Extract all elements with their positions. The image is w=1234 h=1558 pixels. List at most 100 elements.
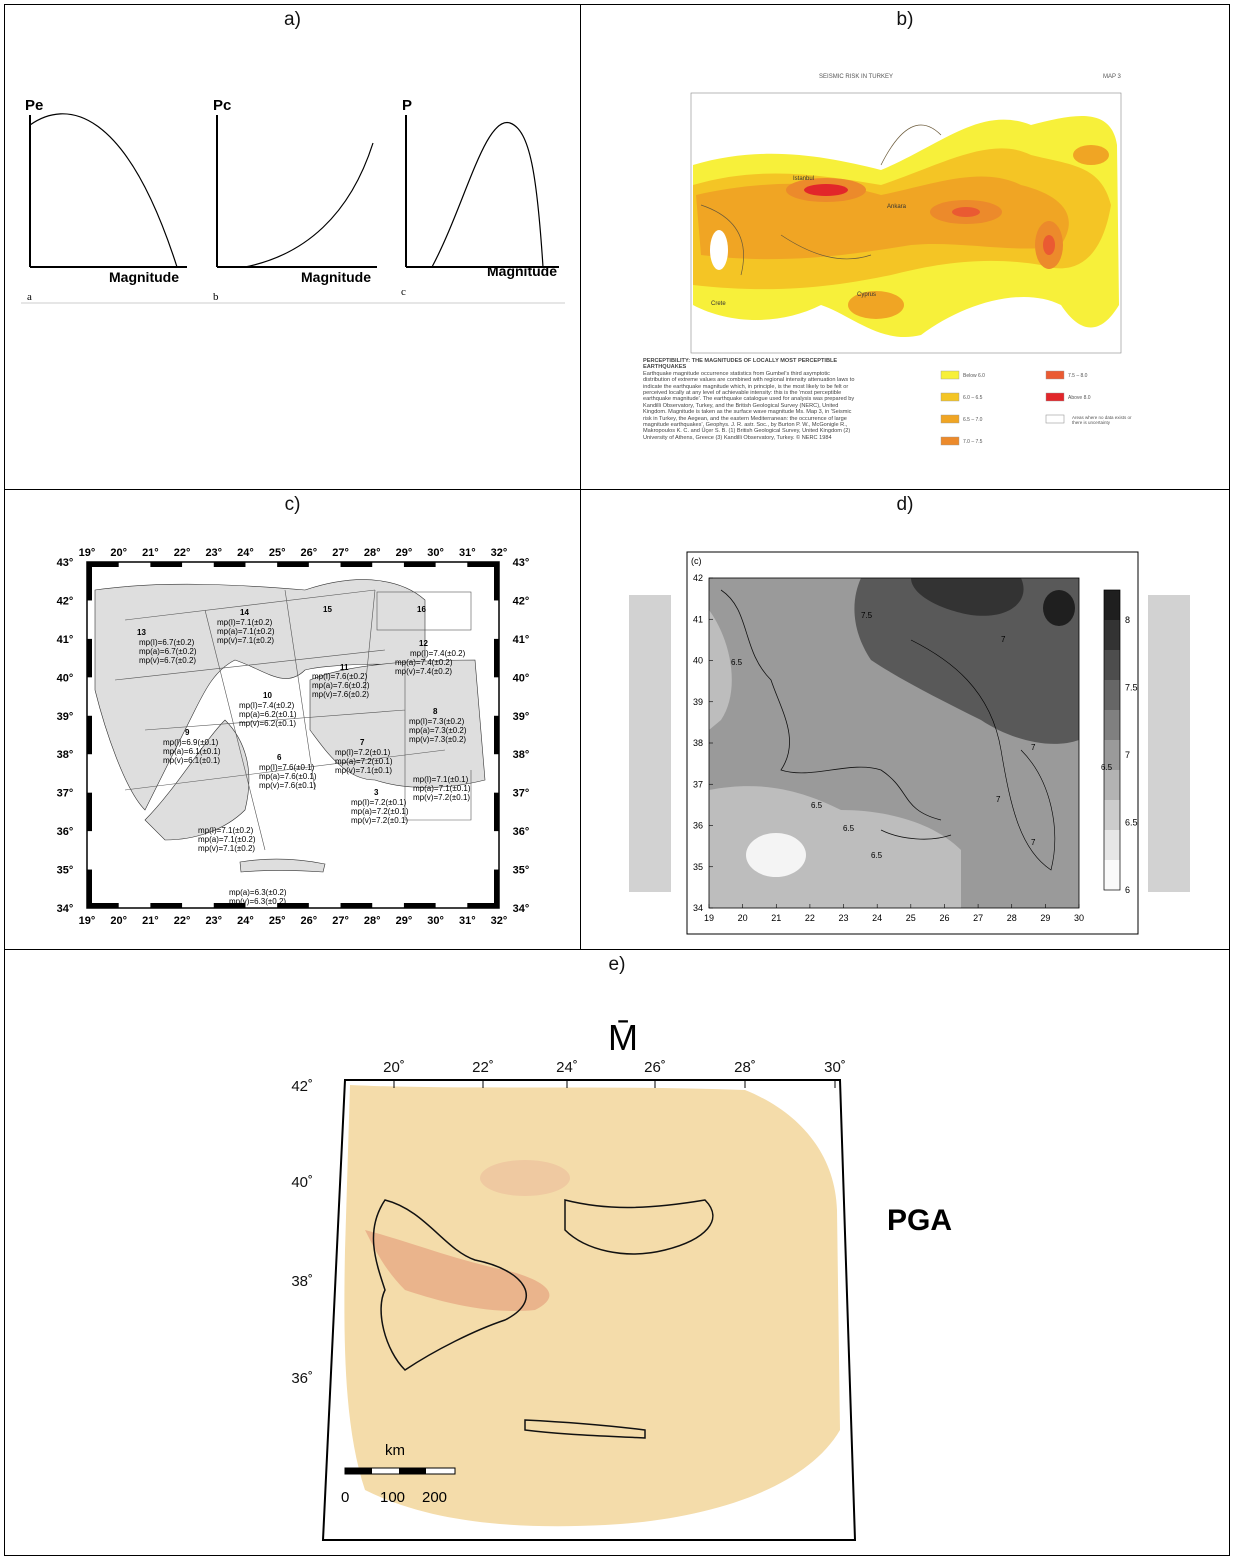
scale-tick-200: 200 [422,1489,447,1506]
colorbar-tick: 6 [1125,885,1130,895]
region-high-pga-west [365,1230,550,1311]
zone-1-mpv: mp(v)=6.3(±0.2) [229,897,286,906]
contour-lines [910,639,1056,871]
caption-title: PERCEPTIBILITY: THE MAGNITUDES OF LOCALL… [643,358,838,371]
frame-tick [87,903,119,908]
row-divider-2 [5,949,1229,950]
zone-13-mpa: mp(a)=6.7(±0.2) [139,647,197,656]
frame-tick [403,562,436,567]
frame-tick [340,903,373,908]
region-mid-pga-north [480,1160,570,1196]
pga-label: PGA [887,1204,952,1237]
legend-label-6-6-5: 6.0 – 6.5 [963,395,983,401]
colorbar-band [1104,650,1120,680]
contour-label-5: 7 [1031,743,1036,752]
x-tick: 26 [939,913,949,923]
contour-6-5-south [709,786,961,908]
legend-swatch-7-5-8 [1045,370,1065,380]
pe-tag: a [27,291,32,303]
frame-tick [340,562,373,567]
frame-tick [213,562,246,567]
lon-tick: 30˚ [824,1059,846,1076]
lat-tick-left: 35° [57,865,74,877]
colorbar-band [1104,860,1120,890]
zone-7-mpi: mp(I)=7.2(±0.1) [335,748,391,757]
colorbar-band [1104,590,1120,620]
legend-label-7-5-8: 7.5 – 8.0 [1068,373,1088,379]
zone-9-id: 9 [185,728,190,737]
frame-tick [277,903,309,908]
x-tick: 23 [839,913,849,923]
zone-7-5-8-east [1043,235,1055,255]
contour-6-5-west [709,610,732,730]
zone-14-mpv: mp(v)=7.1(±0.2) [217,636,274,645]
lat-tick: 36˚ [291,1370,313,1387]
panel-b-label: b) [896,9,914,30]
p-tag: c [401,286,406,298]
lon-tick: 20˚ [383,1059,405,1076]
contour-label-2: 6.5 [731,658,743,667]
zone-12-mpv: mp(v)=7.4(±0.2) [395,667,452,676]
grayscale-contour-map: (c) 19 20 21 22 23 24 25 26 27 28 29 30 42 41 40 39 38 37… [629,551,1190,935]
frame-tick [87,562,119,567]
y-tick: 34 [693,903,703,913]
frame-tick [87,638,92,678]
coastline-e [372,1199,714,1439]
zone-cyprus [848,291,904,319]
frame-tick [87,715,92,755]
zone-14-id: 14 [240,608,249,617]
city-istanbul: Istanbul [793,176,814,182]
pc-x-label: Magnitude [301,269,371,285]
plot-border [708,577,1080,909]
lat-tick-right: 35° [513,865,530,877]
contour-labels: 7.5 6.5 7 6.5 7 6.5 6.5 7 6.5 7 [731,611,1113,860]
lon-tick-top: 20° [110,547,127,559]
panel-d-label: d) [896,494,914,515]
contour-6-south [746,833,806,877]
lon-tick-top: 29° [396,547,413,559]
frame-tick [494,562,499,601]
colorbar-band [1104,680,1120,710]
landmass-balkans [94,579,426,811]
zone-14-mpa: mp(a)=7.1(±0.2) [217,627,275,636]
lon-tick-bottom: 19° [79,915,96,927]
lat-tick-right: 37° [513,788,530,800]
x-tick: 21 [771,913,781,923]
panel-b: b) SEISMIC RISK IN TURKEY MAP 3 Istanbul… [581,5,1229,489]
zone-7-mpa: mp(a)=7.2(±0.1) [335,757,393,766]
lon-tick-top: 27° [332,547,349,559]
lon-tick-bottom: 23° [205,915,222,927]
panel-e-label: e) [608,954,626,975]
frame-tick [87,562,92,601]
lon-tick-bottom: 21° [142,915,159,927]
x-tick: 19 [704,913,714,923]
contour-label-4: 6.5 [1101,763,1113,772]
zone-7-5-8-central [952,207,980,217]
panel-c: c) 13 mp(I)=6.7(±0.2) mp(a)=6.7(±0.2) mp… [5,490,580,949]
contour-7-5 [854,578,1079,744]
zone-above-8-istanbul [804,184,848,196]
zone-6-id: 6 [277,753,282,762]
lon-tick: 26˚ [644,1059,666,1076]
zone-6-mpv: mp(v)=7.6(±0.1) [259,781,316,790]
y-tick: 35 [693,862,703,872]
frame-tick [467,903,499,908]
frame-tick [494,869,499,908]
lon-tick-top: 28° [364,547,381,559]
lat-tick-left: 39° [57,711,74,723]
lat-tick: 38˚ [291,1273,313,1290]
zone-6-mpi: mp(I)=7.6(±0.1) [259,763,315,772]
lat-tick-left: 40° [57,672,74,684]
y-tick: 40 [693,656,703,666]
zone-8-id: 8 [433,707,438,716]
frame-tick [150,903,183,908]
x-tick: 20 [738,913,748,923]
lon-tick-bottom: 29° [396,915,413,927]
frame-tick [467,562,499,567]
scale-bar-seg-1 [345,1468,372,1474]
p-axis-label: P [402,97,412,114]
contour-label-6: 6.5 [811,801,823,810]
zone-11-id: 11 [340,663,349,672]
landmass-crete [239,858,326,873]
axis-ticks-e: 20˚ 22˚ 24˚ 26˚ 28˚ 30˚ 42˚ 40˚ 38˚ 36˚ [291,1059,846,1387]
